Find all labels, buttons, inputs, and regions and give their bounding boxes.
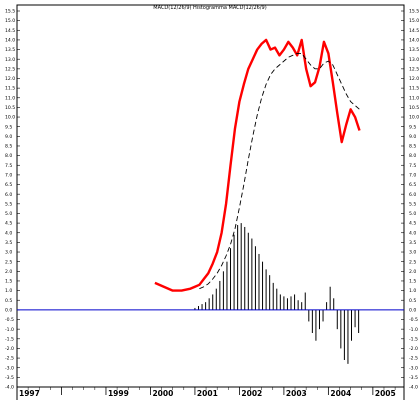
y-tick-label: 5.0 (409, 211, 416, 217)
y-tick-label: 13.0 (5, 57, 15, 63)
y-tick-label: 5.5 (409, 201, 416, 207)
y-tick-label: -2.5 (5, 356, 14, 362)
y-tick-label: 8.0 (5, 153, 12, 159)
y-tick-label: -4.0 (409, 385, 418, 391)
y-tick-label: 0.0 (5, 307, 12, 313)
y-tick-label: 10.5 (409, 105, 419, 111)
y-tick-label: 7.5 (409, 163, 416, 169)
y-tick-label: 3.5 (5, 240, 12, 246)
y-tick-label: -2.5 (409, 356, 418, 362)
y-tick-label: 8.5 (5, 144, 12, 150)
plot-frame (16, 4, 405, 400)
y-tick-label: -1.0 (409, 327, 418, 333)
y-tick-label: 7.0 (409, 172, 416, 178)
x-tick-label: 2001 (197, 389, 218, 398)
y-tick-label: 13.5 (5, 47, 15, 53)
y-tick-label: -4.0 (5, 385, 14, 391)
y-tick-label: 0.0 (409, 307, 416, 313)
y-tick-label: 6.5 (5, 182, 12, 188)
y-tick-label: 12.0 (409, 76, 419, 82)
y-tick-label: 2.0 (5, 269, 12, 275)
y-tick-label: 4.0 (5, 230, 12, 236)
y-tick-label: 13.5 (409, 47, 419, 53)
y-tick-label: 10.0 (409, 115, 419, 121)
y-tick-label: 6.0 (409, 192, 416, 198)
y-tick-label: 4.5 (5, 221, 12, 227)
y-tick-label: -3.5 (5, 375, 14, 381)
y-tick-label: 3.0 (409, 250, 416, 256)
x-axis: 1997 1999 2000 2001 2002 2003 2004 2005 (16, 386, 404, 398)
y-tick-label: -2.0 (5, 346, 14, 352)
y-tick-label: 15.5 (409, 9, 419, 15)
y-tick-label: 15.5 (5, 9, 15, 15)
y-tick-label: 1.0 (409, 288, 416, 294)
y-tick-label: 12.0 (5, 76, 15, 82)
y-tick-label: 15.0 (5, 18, 15, 24)
y-tick-label: 2.5 (409, 259, 416, 265)
y-tick-label: 0.5 (409, 298, 416, 304)
y-tick-label: -2.0 (409, 346, 418, 352)
y-tick-label: 11.5 (5, 86, 15, 92)
y-tick-label: 1.5 (5, 279, 12, 285)
y-tick-label: 9.0 (409, 134, 416, 140)
y-tick-label: -1.5 (409, 336, 418, 342)
y-tick-label: 9.5 (409, 124, 416, 130)
y-tick-label: -1.5 (5, 336, 14, 342)
y-tick-label: 2.0 (409, 269, 416, 275)
x-tick-label: 2002 (241, 389, 262, 398)
x-tick-label: 2005 (375, 389, 396, 398)
y-tick-label: 4.5 (409, 221, 416, 227)
y-tick-label: 6.5 (409, 182, 416, 188)
y-tick-label: 14.5 (409, 28, 419, 34)
y-tick-label: 3.5 (409, 240, 416, 246)
y-tick-label: 2.5 (5, 259, 12, 265)
y-axis-left: 15.5 15.0 14.5 14.0 13.5 13.0 12.5 12.0 11.5 11.0… (5, 9, 20, 391)
x-tick-label: 2000 (152, 389, 173, 398)
y-tick-label: -0.5 (409, 317, 418, 323)
y-tick-label: 5.5 (5, 201, 12, 207)
y-axis-right: 15.5 15.0 14.5 14.0 13.5 13.0 12.5 12.0 11.5 11.0… (401, 9, 419, 391)
y-tick-label: -0.5 (5, 317, 14, 323)
y-tick-label: 13.0 (409, 57, 419, 63)
y-tick-label: 1.5 (409, 279, 416, 285)
y-tick-label: 9.5 (5, 124, 12, 130)
y-tick-label: 4.0 (409, 230, 416, 236)
y-tick-label: 5.0 (5, 211, 12, 217)
chart-title: MACD(12/26/9) Histogramma MACD(12/26/9) (153, 5, 266, 11)
y-tick-label: 11.5 (409, 86, 419, 92)
y-tick-label: 0.5 (5, 298, 12, 304)
y-tick-label: 7.0 (5, 172, 12, 178)
x-tick-label: 1999 (108, 389, 129, 398)
y-tick-label: 11.0 (409, 95, 419, 101)
macd-line (154, 38, 361, 292)
y-tick-label: 9.0 (5, 134, 12, 140)
signal-line (199, 52, 360, 290)
y-tick-label: -1.0 (5, 327, 14, 333)
y-tick-label: -3.0 (409, 365, 418, 371)
histogram-bars (194, 223, 360, 364)
y-tick-label: 7.5 (5, 163, 12, 169)
y-tick-label: -3.0 (5, 365, 14, 371)
y-tick-label: 8.0 (409, 153, 416, 159)
y-tick-label: 3.0 (5, 250, 12, 256)
y-tick-label: 12.5 (5, 66, 15, 72)
y-tick-label: 14.5 (5, 28, 15, 34)
x-tick-label: 1997 (19, 389, 40, 398)
y-tick-label: 15.0 (409, 18, 419, 24)
y-tick-label: 11.0 (5, 95, 15, 101)
y-tick-label: 14.0 (409, 38, 419, 44)
y-tick-label: 8.5 (409, 144, 416, 150)
y-tick-label: 12.5 (409, 66, 419, 72)
x-tick-label: 2003 (286, 389, 307, 398)
y-tick-label: 10.5 (5, 105, 15, 111)
series-lines (17, 38, 404, 311)
y-tick-label: 1.0 (5, 288, 12, 294)
x-tick-label: 2004 (330, 389, 351, 398)
y-tick-label: 14.0 (5, 38, 15, 44)
y-tick-label: 10.0 (5, 115, 15, 121)
y-tick-label: 6.0 (5, 192, 12, 198)
y-tick-label: -3.5 (409, 375, 418, 381)
